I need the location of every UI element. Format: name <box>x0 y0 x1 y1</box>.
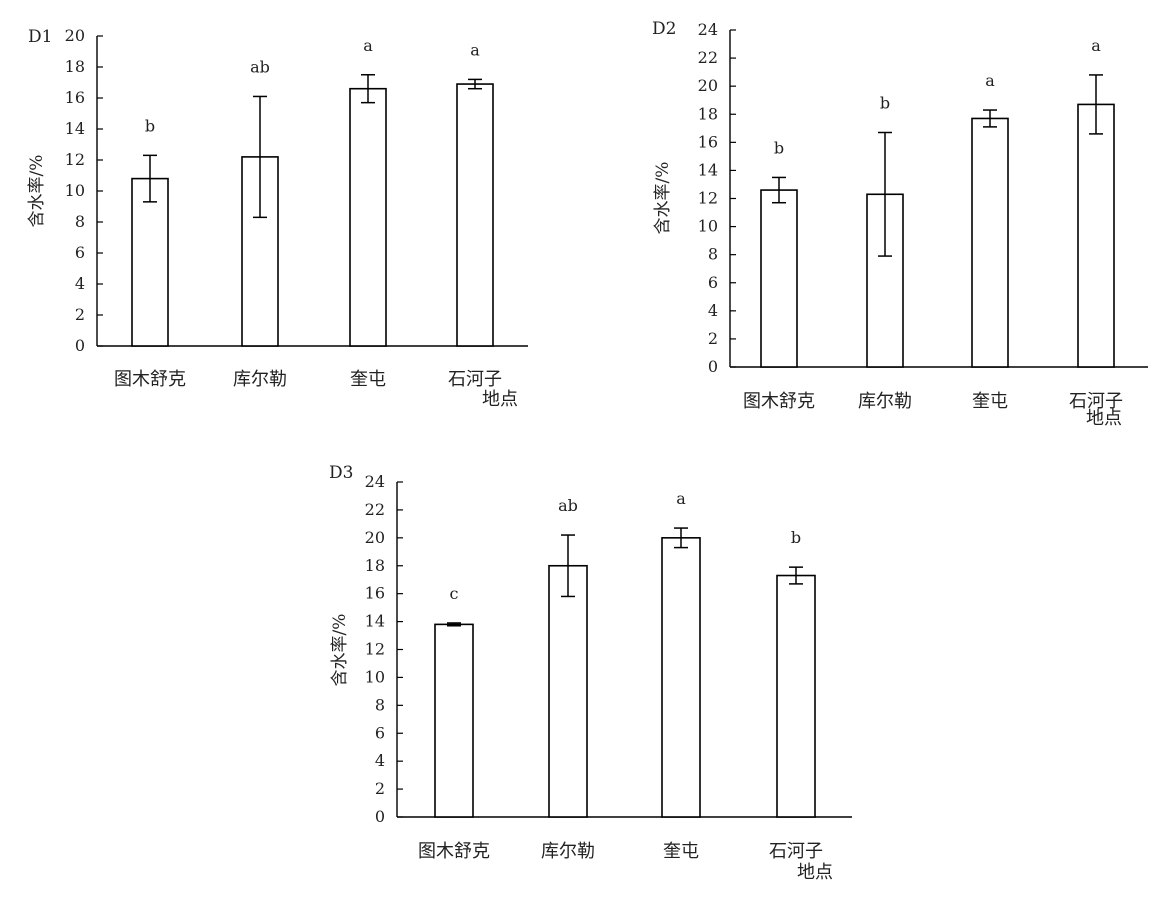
panel-label: D2 <box>652 19 676 39</box>
significance-label: a <box>676 489 686 508</box>
y-tick-label: 2 <box>375 779 385 798</box>
panel-label: D1 <box>28 27 52 47</box>
y-tick-label: 8 <box>375 695 385 714</box>
y-tick-label: 18 <box>65 57 85 76</box>
y-tick-label: 4 <box>75 274 85 293</box>
x-axis-label: 地点 <box>482 389 518 410</box>
category-label: 奎屯 <box>972 391 1008 412</box>
chart-panel-d2: 024681012141618202224D2含水率/%b图木舒克b库尔勒a奎屯… <box>652 19 1148 429</box>
significance-label: a <box>985 71 995 90</box>
y-tick-label: 6 <box>75 243 85 262</box>
y-tick-label: 2 <box>75 305 85 324</box>
y-tick-label: 12 <box>365 640 385 659</box>
y-tick-label: 14 <box>65 119 85 138</box>
y-axis-label: 含水率/% <box>27 155 47 228</box>
bar <box>971 117 1009 368</box>
significance-label: c <box>450 584 459 603</box>
bar <box>131 177 169 347</box>
y-tick-label: 10 <box>698 217 718 236</box>
category-label: 库尔勒 <box>858 391 912 412</box>
x-axis-label: 地点 <box>1086 408 1122 429</box>
category-label: 奎屯 <box>663 841 699 862</box>
bar <box>241 156 279 347</box>
x-axis-label: 地点 <box>797 862 833 883</box>
category-label: 石河子 <box>448 369 502 390</box>
category-label: 图木舒克 <box>743 391 815 412</box>
bar <box>434 623 474 818</box>
y-tick-label: 12 <box>698 189 718 208</box>
category-label: 石河子 <box>769 841 823 862</box>
y-tick-label: 10 <box>365 667 385 686</box>
significance-label: ab <box>250 57 270 76</box>
y-tick-label: 0 <box>75 336 85 355</box>
y-tick-label: 20 <box>365 528 385 547</box>
significance-label: a <box>470 40 480 59</box>
y-tick-label: 18 <box>365 556 385 575</box>
y-tick-label: 6 <box>375 723 385 742</box>
y-tick-label: 2 <box>708 329 718 348</box>
bar <box>456 83 494 347</box>
significance-label: ab <box>558 496 578 515</box>
significance-label: a <box>1091 36 1101 55</box>
category-label: 库尔勒 <box>233 369 287 390</box>
significance-label: b <box>774 138 784 157</box>
y-tick-label: 14 <box>698 160 718 179</box>
category-label: 图木舒克 <box>418 841 490 862</box>
y-tick-label: 0 <box>708 357 718 376</box>
y-tick-label: 8 <box>75 212 85 231</box>
bar <box>349 87 387 347</box>
y-tick-label: 20 <box>698 76 718 95</box>
y-tick-label: 20 <box>65 26 85 45</box>
y-tick-label: 0 <box>375 807 385 826</box>
y-tick-label: 24 <box>698 20 718 39</box>
category-label: 石河子 <box>1069 391 1123 412</box>
significance-label: b <box>880 94 890 113</box>
category-label: 图木舒克 <box>114 369 186 390</box>
y-tick-label: 10 <box>65 181 85 200</box>
panel-label: D3 <box>329 463 353 483</box>
significance-label: b <box>145 116 155 135</box>
y-tick-label: 4 <box>708 301 718 320</box>
bar <box>760 189 798 368</box>
chart-panel-d3: 024681012141618202224D3含水率/%c图木舒克ab库尔勒a奎… <box>329 463 852 883</box>
y-tick-label: 16 <box>365 584 385 603</box>
bar <box>1077 103 1115 368</box>
y-tick-label: 16 <box>65 88 85 107</box>
y-tick-label: 14 <box>365 612 385 631</box>
category-label: 库尔勒 <box>541 841 595 862</box>
y-axis-label: 含水率/% <box>330 614 350 687</box>
chart-panel-d1: 0 2 4 6 8 10 12 14 16 18 20 D1 含水率/% b 图木舒克 ab 库尔勒 a 奎屯 a 石河… <box>27 26 528 410</box>
bar <box>776 574 816 818</box>
y-tick-label: 16 <box>698 132 718 151</box>
bar <box>548 564 588 818</box>
significance-label: b <box>791 528 801 547</box>
y-tick-label: 4 <box>375 751 385 770</box>
y-tick-label: 12 <box>65 150 85 169</box>
y-tick-label: 18 <box>698 104 718 123</box>
bar <box>661 537 701 818</box>
y-tick-label: 24 <box>365 472 385 491</box>
y-tick-label: 6 <box>708 273 718 292</box>
category-label: 奎屯 <box>350 369 386 390</box>
y-axis-label: 含水率/% <box>653 162 673 235</box>
y-tick-label: 22 <box>698 48 718 67</box>
y-tick-label: 22 <box>365 500 385 519</box>
significance-label: a <box>363 36 373 55</box>
y-tick-label: 8 <box>708 245 718 264</box>
